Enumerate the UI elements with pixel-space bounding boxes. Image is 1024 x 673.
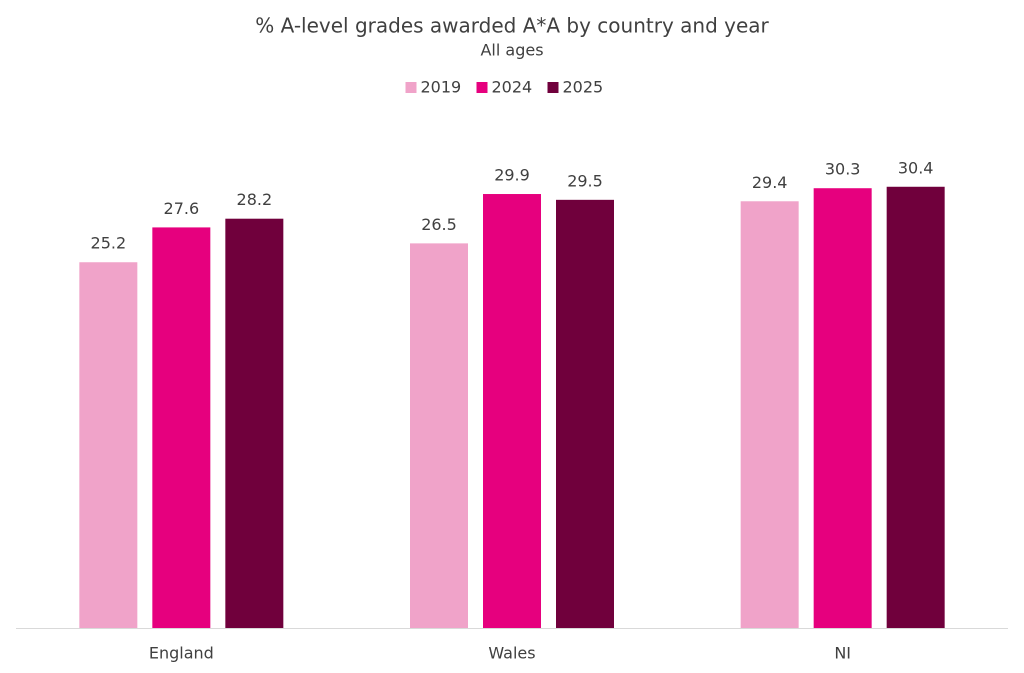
bar bbox=[813, 188, 872, 628]
bar bbox=[886, 186, 945, 628]
data-label: 30.3 bbox=[825, 160, 861, 179]
bar bbox=[225, 218, 284, 628]
chart-title: % A-level grades awarded A*A by country … bbox=[255, 14, 769, 38]
data-label: 25.2 bbox=[91, 234, 127, 253]
legend-swatch bbox=[547, 82, 559, 93]
bar bbox=[740, 201, 799, 628]
legend-swatch bbox=[405, 82, 417, 93]
x-tick-label: England bbox=[149, 644, 214, 663]
legend-label: 2024 bbox=[492, 78, 533, 97]
legend-label: 2019 bbox=[421, 78, 462, 97]
bar bbox=[556, 199, 614, 629]
data-label: 29.5 bbox=[567, 171, 603, 190]
x-tick-label: Wales bbox=[488, 644, 535, 663]
bar bbox=[410, 243, 468, 628]
bar bbox=[483, 194, 541, 628]
data-label: 29.4 bbox=[752, 173, 788, 192]
chart-subtitle: All ages bbox=[480, 41, 543, 60]
bar bbox=[79, 262, 138, 628]
data-label: 27.6 bbox=[164, 199, 200, 218]
legend-label: 2025 bbox=[563, 78, 604, 97]
data-label: 26.5 bbox=[421, 215, 457, 234]
data-label: 30.4 bbox=[898, 158, 934, 177]
legend-swatch bbox=[476, 82, 488, 93]
data-label: 29.9 bbox=[494, 166, 530, 185]
x-tick-label: NI bbox=[834, 644, 851, 663]
data-label: 28.2 bbox=[237, 190, 273, 209]
bar bbox=[152, 227, 211, 629]
